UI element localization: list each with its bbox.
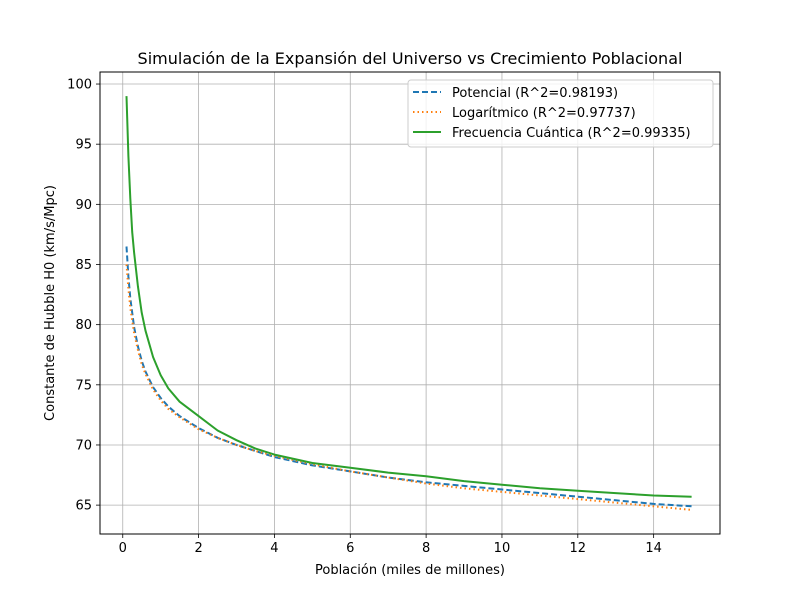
x-tick-label: 6 (346, 541, 354, 556)
y-tick-label: 70 (75, 438, 92, 453)
series-line-potencial (125, 246, 692, 508)
y-tick-label: 85 (75, 258, 92, 273)
x-tick-label: 12 (570, 541, 587, 556)
axis-ticks: 0 2 4 6 8 10 12 14 65 70 75 80 85 90 95 100 (67, 78, 662, 556)
y-tick-label: 75 (75, 378, 92, 393)
x-axis-label: Población (miles de millones) (315, 563, 505, 578)
y-tick-label: 90 (75, 198, 92, 213)
legend-label-frecuencia: Frecuencia Cuántica (R^2=0.99335) (452, 126, 691, 141)
y-axis-label: Constante de Hubble H0 (km/s/Mpc) (43, 185, 58, 421)
y-tick-label: 80 (75, 318, 92, 333)
series-line-logaritmico (125, 264, 692, 511)
series-line-frecuencia-cuantica (125, 96, 692, 498)
x-tick-label: 4 (270, 541, 278, 556)
series-group (125, 96, 692, 511)
y-tick-label: 95 (75, 138, 92, 153)
y-tick-label: 100 (67, 78, 92, 93)
x-tick-label: 0 (119, 541, 127, 556)
x-tick-label: 8 (422, 541, 430, 556)
plot-frame (99, 71, 721, 535)
chart-title: Simulación de la Expansión del Universo … (138, 49, 683, 68)
legend: Potencial (R^2=0.98193) Logarítmico (R^2… (407, 79, 714, 148)
x-tick-label: 14 (645, 541, 662, 556)
legend-box (407, 79, 714, 148)
x-tick-label: 10 (494, 541, 511, 556)
x-tick-label: 2 (194, 541, 202, 556)
y-tick-label: 65 (75, 499, 92, 514)
legend-label-potencial: Potencial (R^2=0.98193) (452, 86, 618, 101)
legend-label-logaritmico: Logarítmico (R^2=0.97737) (452, 106, 636, 121)
